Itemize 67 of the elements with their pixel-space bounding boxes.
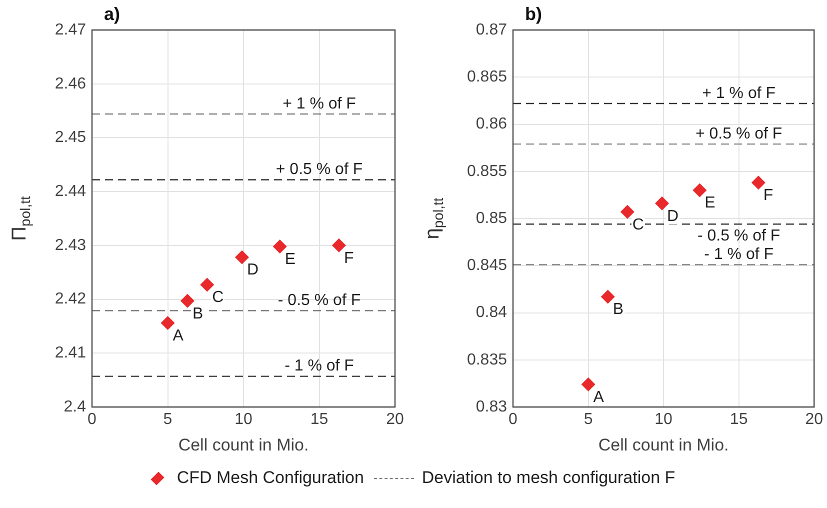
point [200,278,214,292]
y-tick-label: 0.855 [466,162,508,180]
point [160,316,175,330]
ref-line-label: - 0.5 % of F [278,292,361,309]
text: Deviation to mesh configuration F [422,468,676,488]
annotation: D [667,208,679,225]
chart-title: b) [525,4,542,24]
annotation: F [344,250,354,267]
ref-line-label: - 1 % of F [704,246,774,264]
ref-line-label: + 1 % of F [702,84,776,102]
annotation: C [212,289,224,306]
ref-line-label: + 1 % of F [282,95,356,112]
point [234,250,249,264]
y-tick-label: 2.41 [54,344,86,362]
annotation: D [246,262,259,279]
legend-label: CFD Mesh Configuration [176,468,364,488]
y-tick-label: 0.86 [476,116,508,133]
y-tick-label: 2.43 [54,236,86,254]
y-tick-label: 2.45 [54,129,86,146]
x-tick-label: 5 [163,411,172,428]
ref-line-label: + 0.5 % of F [695,125,782,142]
x-tick-label: 10 [654,411,673,428]
ref-line-label: + 0.5 % of F [276,161,363,178]
annotation: B [192,305,204,322]
point [751,176,766,190]
point [180,294,194,308]
x-tick-label: 0 [508,411,518,428]
x-axis-title: Cell count in Mio. [598,435,729,454]
point [581,377,596,392]
y-axis-title: Πpol,tt [8,196,33,241]
x-tick-label: 15 [730,411,748,428]
x-axis-title: Cell count in Mio. [178,435,309,454]
y-tick-label: 2.47 [54,21,86,38]
annotation: E [704,194,716,212]
annotation: B [612,301,624,318]
y-tick-label: 0.85 [476,210,508,227]
annotation: F [763,187,774,204]
y-tick-label: 0.84 [476,304,508,322]
ref-line-label: - 1 % of F [284,358,354,375]
x-tick-label: 20 [386,411,404,428]
y-tick-label: 0.865 [466,68,508,86]
chart-title: a) [104,4,120,24]
y-tick-label: 0.87 [476,21,508,38]
y-tick-label: 0.845 [466,257,508,274]
x-tick-label: 10 [234,411,252,428]
point [655,196,670,210]
y-tick-label: 2.4 [64,398,86,416]
x-tick-label: 15 [310,411,328,428]
annotation: A [593,388,604,406]
point [620,204,634,219]
x-tick-label: 0 [88,411,97,428]
y-tick-label: 0.83 [476,398,508,416]
annotation: E [284,250,296,268]
x-tick-label: 20 [805,411,824,428]
y-axis-title: ηpol,tt [422,198,446,240]
point [332,238,346,252]
y-tick-label: 2.46 [54,75,86,92]
ref-line-label: - 0.5 % of F [697,228,780,245]
annotation: A [172,327,184,344]
y-tick-label: 2.42 [54,290,86,308]
point [600,290,615,304]
x-tick-label: 5 [584,411,593,428]
point [272,240,287,254]
y-tick-label: 2.44 [54,182,86,200]
annotation: C [632,216,644,234]
point [692,183,707,198]
y-tick-label: 0.835 [466,351,508,368]
